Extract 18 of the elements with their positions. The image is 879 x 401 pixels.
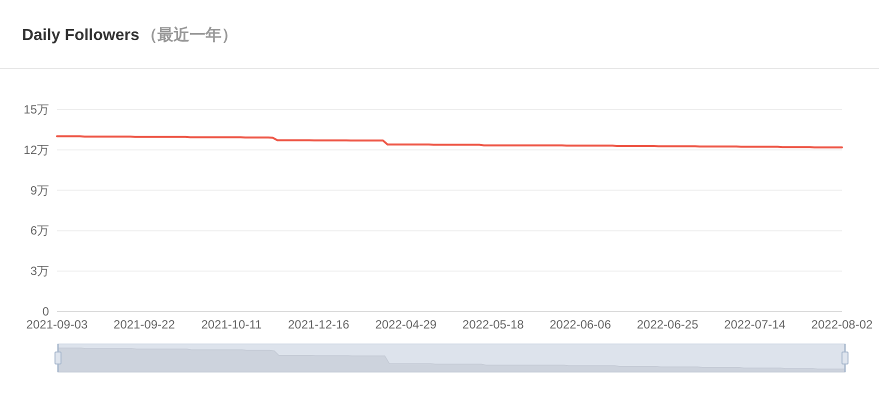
y-tick-label: 3万 [30, 264, 49, 278]
x-tick-label: 2022-05-18 [462, 318, 524, 332]
y-tick-label: 15万 [24, 102, 49, 116]
title: Daily Followers [22, 27, 140, 44]
y-tick-label: 12万 [24, 142, 49, 157]
x-tick-label: 2022-08-02 [811, 318, 873, 332]
x-tick-label: 2022-07-14 [724, 318, 786, 332]
x-tick-label: 2021-09-22 [114, 318, 175, 332]
x-tick-label: 2021-10-11 [201, 318, 262, 332]
x-tick-label: 2022-04-29 [375, 318, 437, 332]
x-tick-label: 2022-06-06 [550, 318, 612, 332]
x-tick-label: 2021-09-03 [26, 318, 88, 332]
x-tick-label: 2021-12-16 [288, 318, 350, 332]
y-tick-label: 9万 [30, 183, 49, 198]
subtitle: （最近一年） [141, 27, 238, 44]
x-tick-label: 2022-06-25 [636, 318, 698, 332]
y-tick-label: 0 [42, 304, 49, 318]
y-tick-label: 6万 [30, 224, 49, 238]
